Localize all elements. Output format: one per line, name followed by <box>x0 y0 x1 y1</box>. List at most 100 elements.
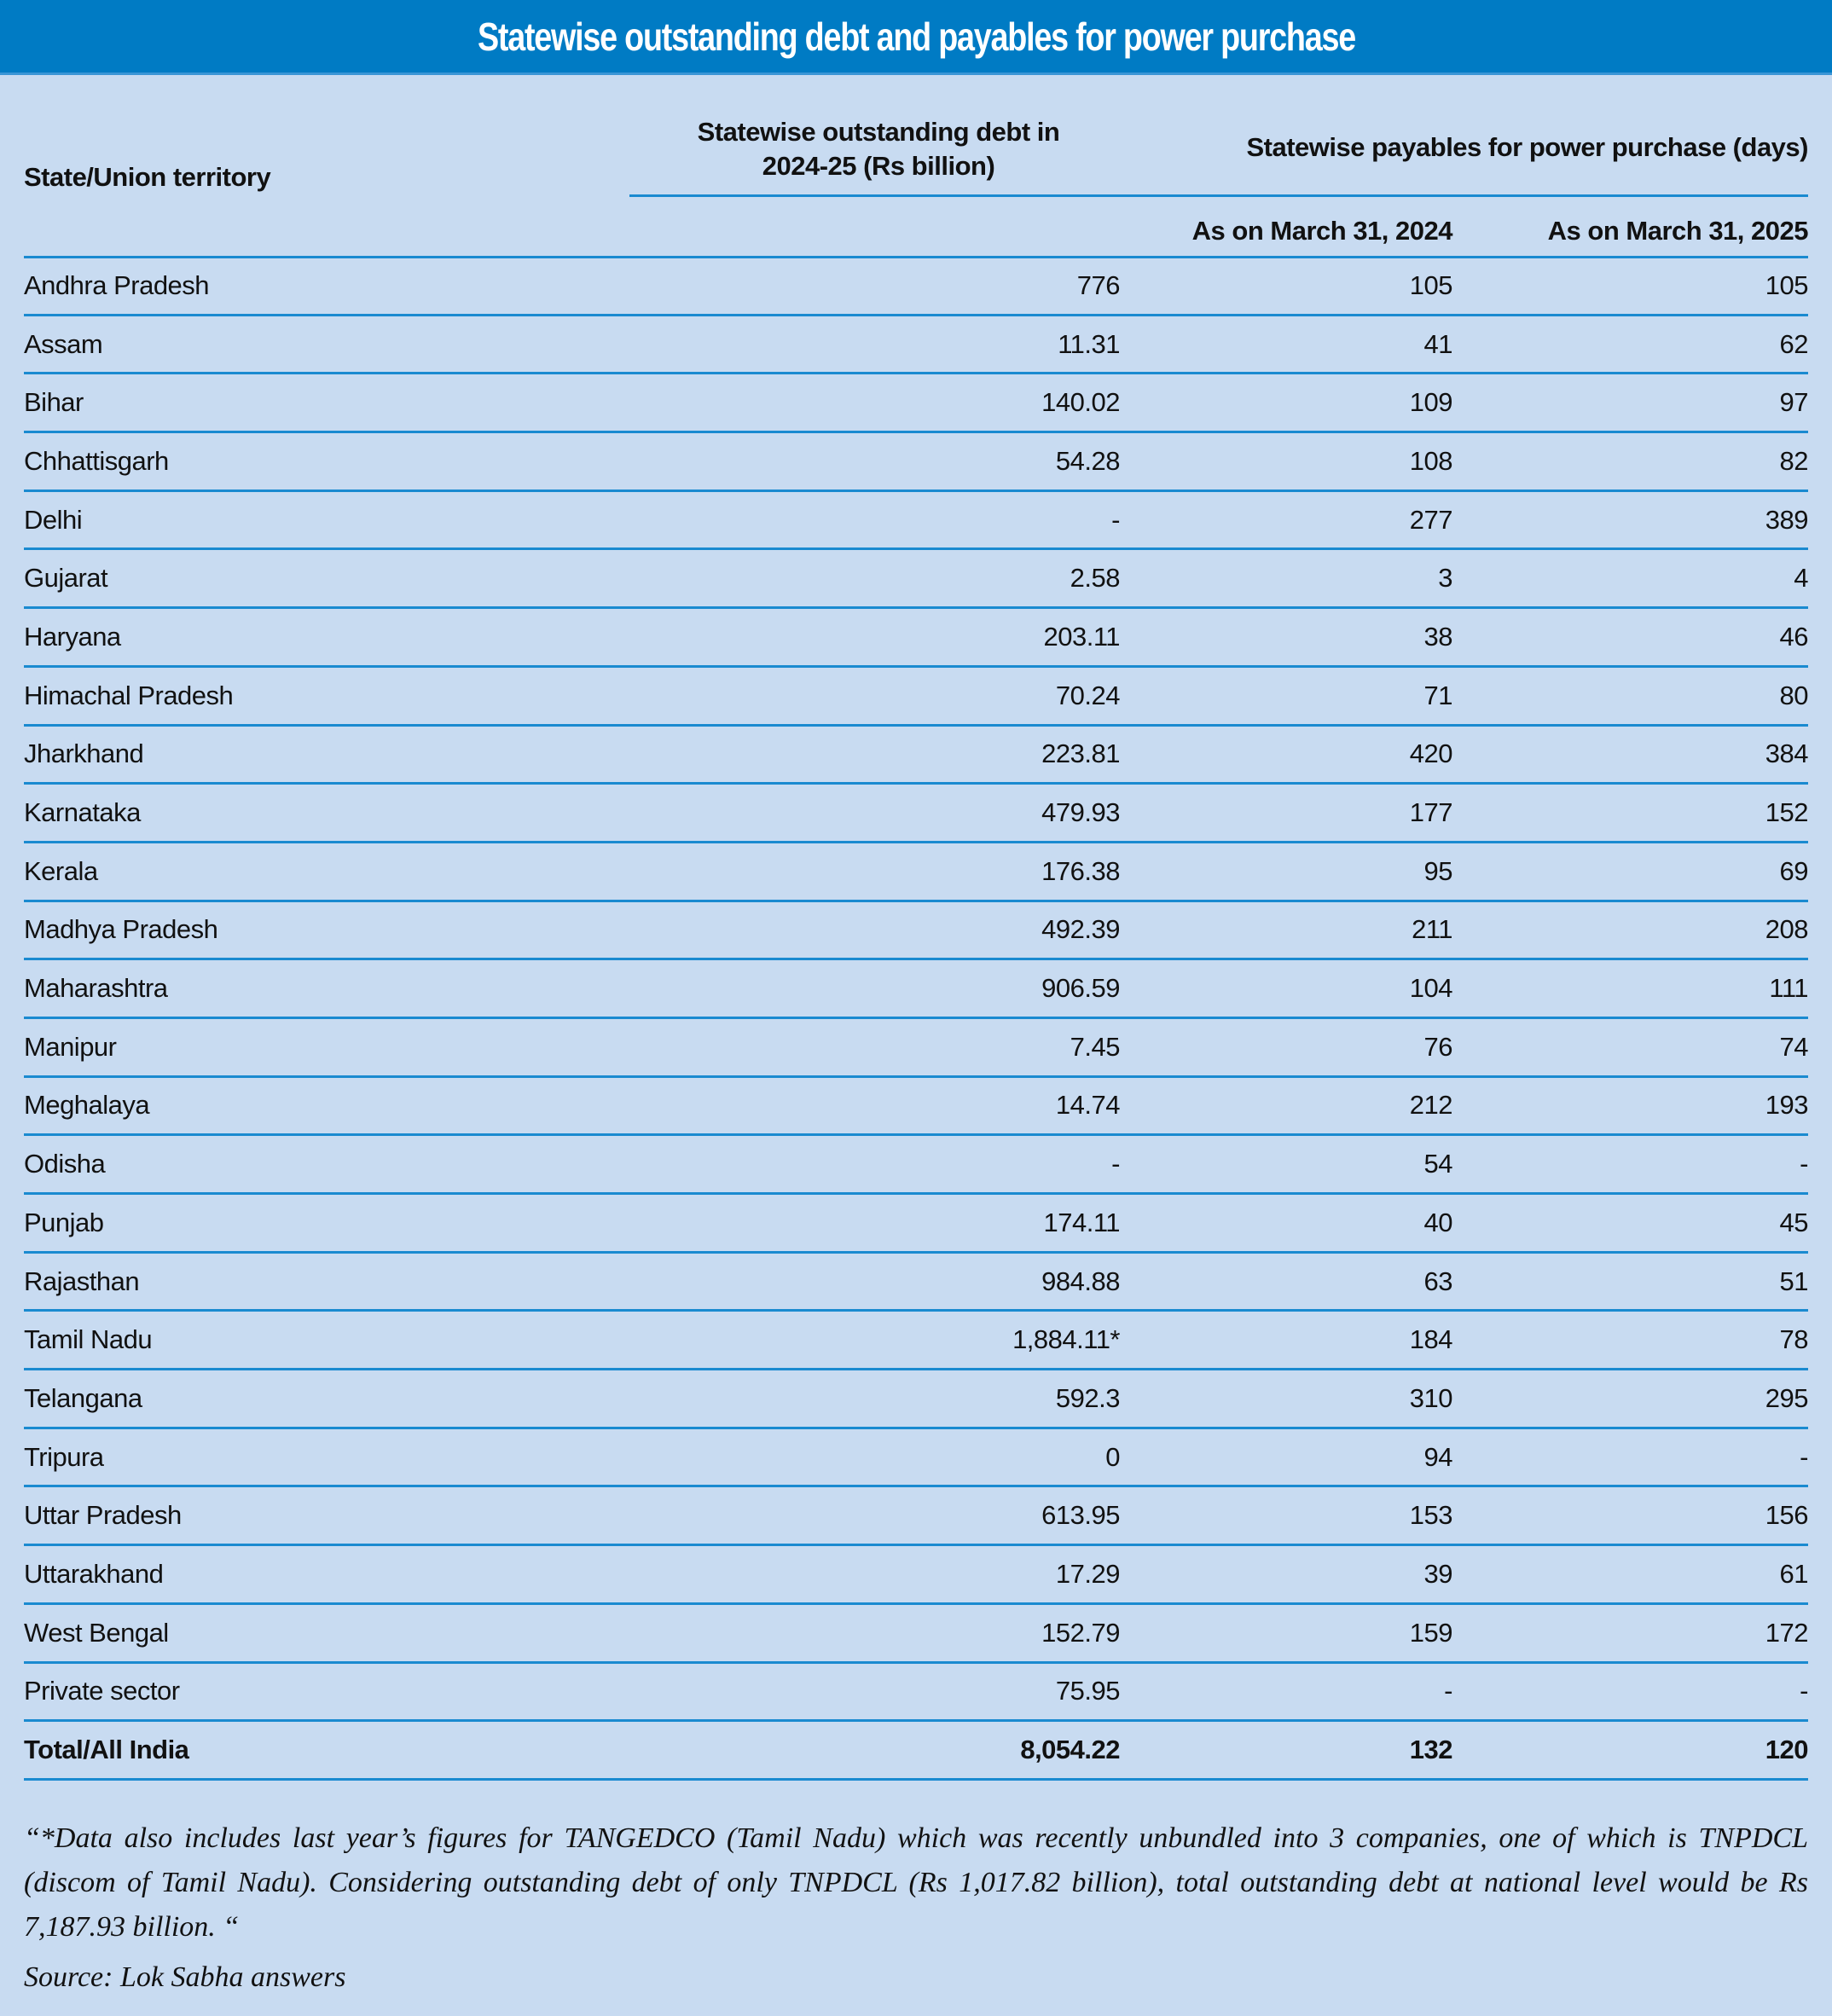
header-divider <box>629 194 1808 197</box>
payables-2025-cell: - <box>1452 1134 1809 1195</box>
payables-2024-cell: 310 <box>1120 1369 1453 1429</box>
state-cell: Gujarat <box>24 548 621 610</box>
payables-2025-cell: 69 <box>1452 842 1809 902</box>
table-row: Maharashtra 906.59 104 111 <box>24 959 1809 1019</box>
state-cell: Uttar Pradesh <box>24 1486 621 1547</box>
header-bottom-rule <box>24 256 1808 258</box>
debt-cell: 54.28 <box>621 432 1121 492</box>
header-debt: Statewise outstanding debt in 2024-25 (R… <box>631 115 1126 183</box>
table-row: Tamil Nadu 1,884.11* 184 78 <box>24 1310 1809 1371</box>
payables-2025-cell: - <box>1452 1662 1809 1723</box>
header-debt-line2: 2024-25 (Rs billion) <box>762 151 995 181</box>
header-mar2025: As on March 31, 2025 <box>1547 216 1809 246</box>
payables-2024-cell: 277 <box>1120 490 1453 551</box>
payables-2025-cell: 156 <box>1452 1486 1809 1547</box>
payables-2024-cell: 420 <box>1120 725 1453 785</box>
debt-cell: 176.38 <box>621 842 1121 902</box>
state-cell: Karnataka <box>24 783 621 843</box>
state-cell: Manipur <box>24 1017 621 1078</box>
debt-cell: 984.88 <box>621 1252 1121 1312</box>
state-cell: Assam <box>24 315 621 375</box>
table-row: Chhattisgarh 54.28 108 82 <box>24 432 1809 492</box>
payables-2024-cell: 153 <box>1120 1486 1453 1547</box>
payables-2025-cell: 389 <box>1452 490 1809 551</box>
payables-2025-cell: 45 <box>1452 1193 1809 1254</box>
table-row: Telangana 592.3 310 295 <box>24 1369 1809 1429</box>
debt-cell: 75.95 <box>621 1662 1121 1723</box>
header-payables: Statewise payables for power purchase (d… <box>1246 132 1808 162</box>
state-cell: Andhra Pradesh <box>24 258 621 316</box>
table-row: Himachal Pradesh 70.24 71 80 <box>24 666 1809 727</box>
debt-table: Andhra Pradesh 776 105 105 Assam 11.31 41 62 Bih… <box>24 258 1809 1781</box>
state-cell: Tripura <box>24 1428 621 1488</box>
debt-cell: 8,054.22 <box>621 1720 1121 1781</box>
payables-2025-cell: 46 <box>1452 607 1809 668</box>
debt-cell: 223.81 <box>621 725 1121 785</box>
state-cell: Meghalaya <box>24 1076 621 1137</box>
state-cell: Total/All India <box>24 1720 621 1781</box>
payables-2024-cell: 38 <box>1120 607 1453 668</box>
debt-cell: 70.24 <box>621 666 1121 727</box>
payables-2025-cell: 111 <box>1452 959 1809 1019</box>
debt-cell: - <box>621 490 1121 551</box>
state-cell: Delhi <box>24 490 621 551</box>
debt-cell: 592.3 <box>621 1369 1121 1429</box>
debt-cell: 613.95 <box>621 1486 1121 1547</box>
payables-2024-cell: 41 <box>1120 315 1453 375</box>
payables-2025-cell: 62 <box>1452 315 1809 375</box>
payables-2024-cell: 184 <box>1120 1310 1453 1371</box>
debt-cell: 492.39 <box>621 901 1121 961</box>
payables-2024-cell: 105 <box>1120 258 1453 316</box>
table-row: Uttarakhand 17.29 39 61 <box>24 1544 1809 1605</box>
payables-2024-cell: 3 <box>1120 548 1453 610</box>
title-bar: Statewise outstanding debt and payables … <box>0 0 1832 75</box>
debt-cell: - <box>621 1134 1121 1195</box>
table-row: Uttar Pradesh 613.95 153 156 <box>24 1486 1809 1547</box>
table-row: Karnataka 479.93 177 152 <box>24 783 1809 843</box>
payables-2025-cell: - <box>1452 1428 1809 1488</box>
source-note: Source: Lok Sabha answers <box>24 1961 346 1993</box>
debt-cell: 11.31 <box>621 315 1121 375</box>
payables-2025-cell: 152 <box>1452 783 1809 843</box>
payables-2024-cell: - <box>1120 1662 1453 1723</box>
debt-cell: 174.11 <box>621 1193 1121 1254</box>
state-cell: Jharkhand <box>24 725 621 785</box>
table-row: Odisha -54- <box>24 1134 1809 1195</box>
debt-cell: 140.02 <box>621 373 1121 434</box>
state-cell: Chhattisgarh <box>24 432 621 492</box>
state-cell: Maharashtra <box>24 959 621 1019</box>
debt-cell: 906.59 <box>621 959 1121 1019</box>
state-cell: Uttarakhand <box>24 1544 621 1605</box>
payables-2024-cell: 94 <box>1120 1428 1453 1488</box>
table-row: Meghalaya 14.74 212 193 <box>24 1076 1809 1137</box>
payables-2024-cell: 211 <box>1120 901 1453 961</box>
payables-2024-cell: 71 <box>1120 666 1453 727</box>
payables-2025-cell: 384 <box>1452 725 1809 785</box>
state-cell: West Bengal <box>24 1603 621 1664</box>
payables-2025-cell: 4 <box>1452 548 1809 610</box>
table-row: Private sector 75.95- - <box>24 1662 1809 1723</box>
state-cell: Himachal Pradesh <box>24 666 621 727</box>
payables-2024-cell: 76 <box>1120 1017 1453 1078</box>
debt-cell: 152.79 <box>621 1603 1121 1664</box>
payables-2024-cell: 212 <box>1120 1076 1453 1137</box>
payables-2025-cell: 61 <box>1452 1544 1809 1605</box>
table-row: Bihar 140.02 109 97 <box>24 373 1809 434</box>
payables-2025-cell: 78 <box>1452 1310 1809 1371</box>
table-row: Delhi -277 389 <box>24 490 1809 551</box>
table-row: Rajasthan 984.88 63 51 <box>24 1252 1809 1312</box>
table-title: Statewise outstanding debt and payables … <box>477 14 1355 59</box>
state-cell: Tamil Nadu <box>24 1310 621 1371</box>
debt-cell: 1,884.11* <box>621 1310 1121 1371</box>
header-debt-line1: Statewise outstanding debt in <box>697 117 1060 147</box>
debt-cell: 17.29 <box>621 1544 1121 1605</box>
table-row: Gujarat 2.58 3 4 <box>24 548 1809 610</box>
debt-cell: 479.93 <box>621 783 1121 843</box>
debt-cell: 776 <box>621 258 1121 316</box>
table-row: Haryana 203.11 38 46 <box>24 607 1809 668</box>
state-cell: Telangana <box>24 1369 621 1429</box>
table-row: Manipur 7.45 76 74 <box>24 1017 1809 1078</box>
footnote: “*Data also includes last year’s figures… <box>24 1822 1808 1943</box>
payables-2024-cell: 54 <box>1120 1134 1453 1195</box>
state-cell: Odisha <box>24 1134 621 1195</box>
